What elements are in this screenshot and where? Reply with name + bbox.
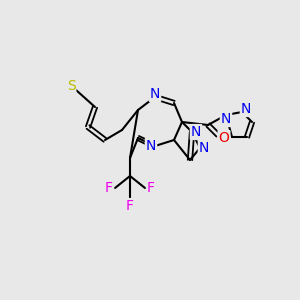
- Text: N: N: [241, 102, 251, 116]
- Text: N: N: [146, 139, 156, 153]
- Text: O: O: [219, 131, 230, 145]
- Text: F: F: [126, 199, 134, 213]
- Text: N: N: [150, 87, 160, 101]
- Text: F: F: [147, 181, 155, 195]
- Text: N: N: [199, 141, 209, 155]
- Text: N: N: [191, 125, 201, 139]
- Text: F: F: [105, 181, 113, 195]
- Text: N: N: [221, 112, 231, 126]
- Text: S: S: [67, 79, 75, 93]
